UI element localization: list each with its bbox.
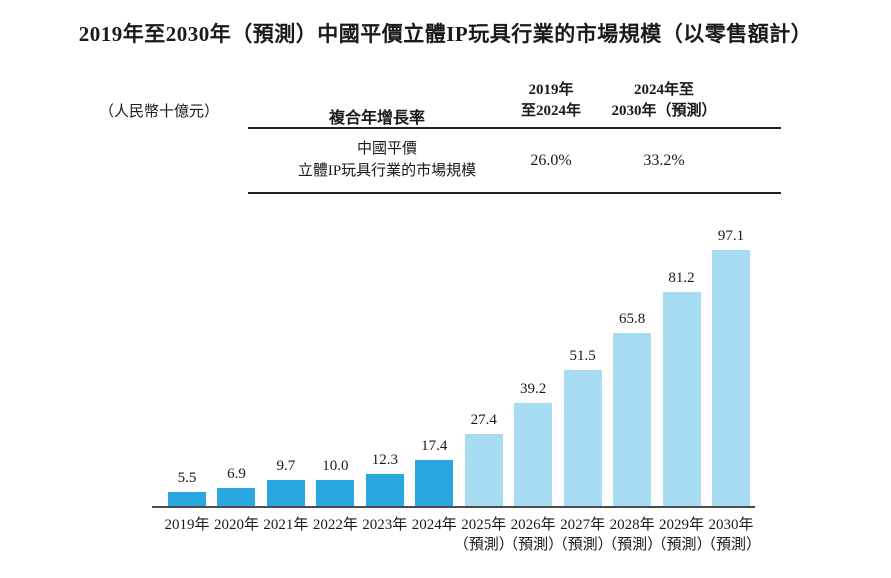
- bar-slot-2023年: 12.3 2023年: [362, 220, 407, 533]
- x-tick-label: 2019年: [164, 517, 210, 533]
- x-tick-label: 2024年: [411, 517, 457, 533]
- bar-slot-2019年: 5.5 2019年: [164, 220, 209, 534]
- actual-bar-2024年: [415, 460, 454, 506]
- cagr-period2-line2: 2030年（預測）: [611, 103, 717, 119]
- cagr-period2-header: 2024年至 2030年（預測）: [584, 80, 744, 122]
- bar-value-label: 27.4: [470, 411, 497, 428]
- cagr-row-label-line2: 立體IP玩具行業的市場規模: [297, 163, 477, 179]
- bar-value-label: 81.2: [668, 269, 695, 286]
- x-tick-label: 2028年 （預測）: [602, 517, 663, 553]
- actual-bar-2021年: [266, 480, 305, 506]
- bar-value-label: 97.1: [717, 228, 745, 244]
- bar-value-label: 51.5: [569, 348, 596, 365]
- forecast-bar-2028年: [613, 332, 652, 506]
- forecast-bar-2025年: [464, 433, 503, 506]
- currency-unit-label: （人民幣十億元）: [99, 104, 220, 120]
- bar-slot-2024年: 17.4 2024年: [412, 220, 457, 533]
- bar-slot-2030年: 97.1 2030年 （預測）: [701, 220, 761, 553]
- bar-slot-2027年: 51.5 2027年 （預測）: [553, 220, 613, 553]
- bar-slot-2022年: 10.0 2022年: [313, 220, 358, 533]
- x-tick-label: 2029年 （預測）: [651, 517, 712, 553]
- cagr-value-2024-2030: 33.2%: [643, 152, 685, 169]
- x-tick-label: 2026年 （預測）: [503, 517, 564, 553]
- bar-value-label: 65.8: [618, 310, 646, 327]
- actual-bar-2022年: [316, 479, 355, 506]
- bar-slot-2021年: 9.7 2021年: [263, 220, 308, 533]
- bar-value-label: 39.2: [520, 380, 547, 397]
- bar-slot-2029年: 81.2 2029年 （預測）: [652, 220, 712, 553]
- forecast-bar-2026年: [514, 402, 553, 506]
- bar-value-label: 12.3: [371, 451, 398, 468]
- forecast-bar-2030年: [711, 250, 750, 506]
- bar-slot-2025年: 27.4 2025年 （預測）: [454, 220, 514, 553]
- bar-chart: 5.5 2019年 6.9 2020年 9.7 2021年 10.0 2022年 12.3 202…: [152, 220, 761, 554]
- bar-value-label: 5.5: [177, 469, 197, 486]
- bar-value-label: 10.0: [322, 457, 349, 474]
- cagr-row-label: 中國平價 立體IP玩具行業的市場規模: [257, 138, 517, 182]
- cagr-row-label-line1: 中國平價: [356, 141, 417, 157]
- bar-slot-2028年: 65.8 2028年 （預測）: [602, 220, 662, 554]
- forecast-bar-2029年: [662, 291, 701, 506]
- table-rule-bottom: [248, 192, 781, 194]
- x-tick-label: 2025年 （預測）: [453, 517, 514, 553]
- figure-title: 2019年至2030年（預測）中國平價立體IP玩具行業的市場規模（以零售額計）: [78, 22, 813, 46]
- x-tick-label: 2030年 （預測）: [700, 517, 761, 553]
- cagr-period2-line1: 2024年至: [633, 82, 694, 98]
- bar-chart-plot-area: 5.5 2019年 6.9 2020年 9.7 2021年 10.0 2022年 12.3 202…: [164, 220, 761, 554]
- bar-slot-2026年: 39.2 2026年 （預測）: [503, 220, 563, 553]
- bar-value-label: 9.7: [276, 458, 296, 475]
- x-axis-line: [152, 506, 755, 508]
- x-tick-label: 2022年: [312, 517, 358, 533]
- bar-value-label: 6.9: [227, 465, 246, 482]
- table-rule-top: [248, 127, 781, 129]
- x-tick-label: 2023年: [362, 517, 408, 533]
- cagr-period1-line2: 至2024年: [520, 103, 581, 119]
- forecast-bar-2027年: [563, 370, 602, 506]
- cagr-metric-header: 複合年增長率: [328, 110, 425, 127]
- x-tick-label: 2021年: [263, 517, 309, 533]
- actual-bar-2019年: [168, 491, 206, 506]
- cagr-value-2019-2024: 26.0%: [530, 152, 572, 169]
- bar-value-label: 17.4: [421, 438, 448, 455]
- actual-bar-2020年: [217, 487, 256, 506]
- cagr-period1-line1: 2019年: [528, 82, 574, 98]
- bar-slot-2020年: 6.9 2020年: [214, 220, 259, 533]
- x-tick-label: 2020年: [213, 517, 259, 533]
- actual-bar-2023年: [365, 473, 404, 506]
- cagr-period1-header: 2019年 至2024年: [491, 80, 611, 122]
- x-tick-label: 2027年 （預測）: [552, 517, 613, 553]
